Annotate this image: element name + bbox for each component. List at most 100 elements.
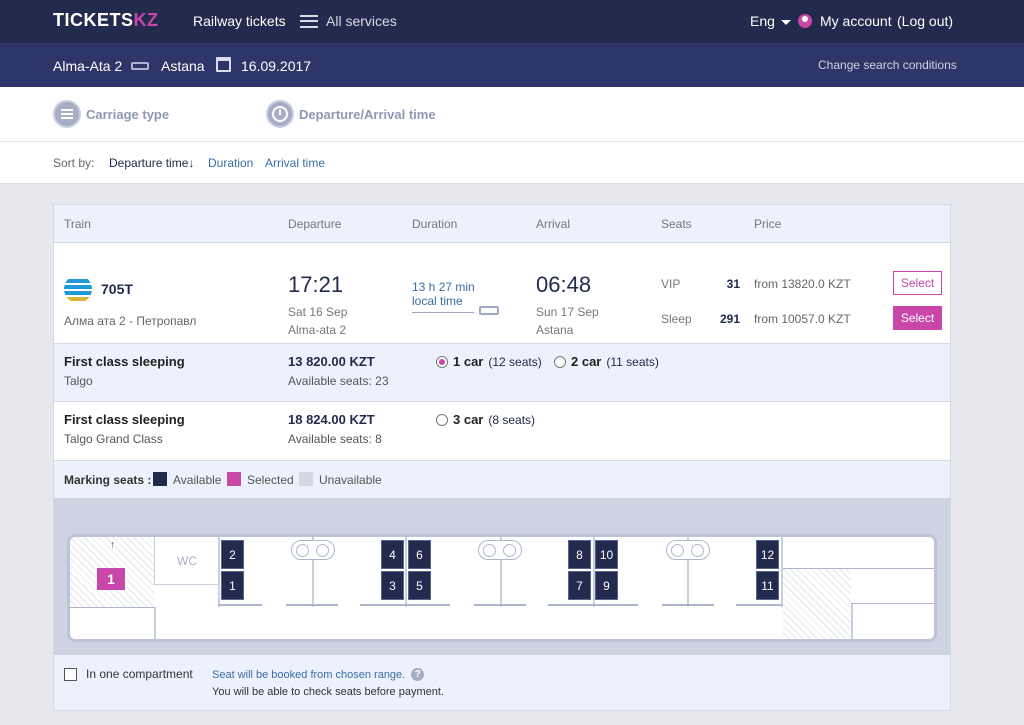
seat[interactable]: 8 bbox=[568, 540, 591, 569]
table-header: Train Departure Duration Arrival Seats P… bbox=[54, 205, 950, 243]
class-vip-count: 31 bbox=[726, 277, 740, 291]
arrival-date: Sun 17 Sep bbox=[536, 305, 599, 319]
car-2-label: 2 car bbox=[571, 354, 602, 369]
logout-link[interactable]: (Log out) bbox=[897, 13, 954, 29]
sort-departure-time[interactable]: Departure time↓ bbox=[109, 156, 195, 170]
nav-railway-tickets[interactable]: Railway tickets bbox=[193, 13, 286, 29]
booking-options: In one compartment Seat will be booked f… bbox=[54, 655, 950, 710]
sort-arrival-time[interactable]: Arrival time bbox=[265, 156, 326, 170]
clock-icon bbox=[266, 100, 294, 128]
legend-available: Available bbox=[173, 473, 222, 487]
header-arrival: Arrival bbox=[536, 217, 571, 231]
car-2-radio[interactable]: 2 car (11 seats) bbox=[554, 354, 659, 369]
seat[interactable]: 1 bbox=[221, 571, 244, 600]
range-note: Seat will be booked from chosen range. ? bbox=[212, 668, 425, 681]
calendar-icon bbox=[216, 57, 231, 72]
class-sleep: Sleep bbox=[661, 312, 692, 326]
top-bar: TICKETSKZ Railway tickets All services E… bbox=[0, 0, 1024, 43]
seat[interactable]: 10 bbox=[595, 540, 618, 569]
departure-date: Sat 16 Sep bbox=[288, 305, 348, 319]
class-vip: VIP bbox=[661, 277, 681, 291]
train-number: 705T bbox=[101, 281, 133, 297]
user-icon bbox=[798, 14, 812, 28]
carriage-available: Available seats: 23 bbox=[288, 374, 389, 388]
train-icon bbox=[131, 62, 149, 70]
sort-label: Sort by: bbox=[53, 156, 95, 170]
class-sleep-price: from 10057.0 KZT bbox=[754, 312, 851, 326]
class-vip-price: from 13820.0 KZT bbox=[754, 277, 851, 291]
wall bbox=[474, 604, 526, 606]
header-duration: Duration bbox=[412, 217, 458, 231]
direction-arrow-icon: ↑ bbox=[110, 539, 116, 551]
seat[interactable]: 2 bbox=[221, 540, 244, 569]
duration-line bbox=[412, 312, 474, 313]
wc-label: WC bbox=[154, 537, 220, 585]
help-icon[interactable]: ? bbox=[411, 668, 425, 681]
wall bbox=[218, 537, 220, 607]
one-compartment-label[interactable]: In one compartment bbox=[86, 667, 193, 681]
radio-icon bbox=[554, 355, 566, 368]
wall bbox=[405, 537, 407, 607]
logo[interactable]: TICKETSKZ bbox=[53, 10, 159, 30]
my-account-label: My account bbox=[820, 13, 892, 29]
filter-bar: Carriage type Departure/Arrival time bbox=[0, 87, 1024, 142]
carriage-subtitle: Talgo bbox=[64, 374, 93, 388]
car-3-radio[interactable]: 3 car (8 seats) bbox=[436, 412, 535, 427]
departure-station: Alma-ata 2 bbox=[288, 323, 347, 337]
seat[interactable]: 5 bbox=[408, 571, 431, 600]
nav-all-services[interactable]: All services bbox=[300, 13, 397, 29]
seat[interactable]: 3 bbox=[381, 571, 404, 600]
wall bbox=[548, 604, 638, 606]
my-account-link[interactable]: My account bbox=[798, 13, 892, 29]
seat[interactable]: 9 bbox=[595, 571, 618, 600]
arrival-station: Astana bbox=[536, 323, 574, 337]
car-number-badge: 1 bbox=[97, 568, 125, 590]
select-sleep-button[interactable]: Select bbox=[893, 306, 942, 330]
route-date: 16.09.2017 bbox=[241, 58, 312, 74]
list-icon bbox=[53, 100, 81, 128]
car-1-radio[interactable]: 1 car (12 seats) bbox=[436, 354, 542, 369]
seat[interactable]: 12 bbox=[756, 540, 779, 569]
seat[interactable]: 6 bbox=[408, 540, 431, 569]
wall bbox=[218, 604, 262, 606]
table-icon bbox=[291, 540, 335, 560]
seat[interactable]: 4 bbox=[381, 540, 404, 569]
filter-time[interactable]: Departure/Arrival time bbox=[266, 100, 436, 128]
filter-carriage-type-label: Carriage type bbox=[86, 106, 170, 122]
seat[interactable]: 7 bbox=[568, 571, 591, 600]
seat[interactable]: 11 bbox=[756, 571, 779, 600]
wall bbox=[736, 604, 782, 606]
nav-all-services-label: All services bbox=[326, 13, 397, 29]
route-from: Alma-Ata 2 bbox=[53, 58, 123, 74]
duration-note: local time bbox=[412, 294, 463, 308]
departure-time: 17:21 bbox=[288, 272, 344, 297]
wall bbox=[783, 568, 934, 569]
header-seats: Seats bbox=[661, 217, 692, 231]
language-select[interactable]: Eng bbox=[750, 13, 791, 29]
carriage-diagram: ↑ 1 WC 2 1 4 bbox=[67, 534, 937, 642]
train-route: Алма ата 2 - Петропавл bbox=[64, 314, 197, 328]
legend-unavailable: Unavailable bbox=[319, 473, 382, 487]
legend-unavailable-swatch bbox=[299, 472, 313, 486]
wall bbox=[662, 604, 714, 606]
header-departure: Departure bbox=[288, 217, 342, 231]
one-compartment-checkbox[interactable] bbox=[64, 668, 77, 681]
payment-note: You will be able to check seats before p… bbox=[212, 686, 444, 698]
wall bbox=[593, 537, 595, 607]
radio-selected-icon bbox=[436, 355, 448, 368]
carriage-option-row: First class sleeping Talgo Grand Class 1… bbox=[54, 401, 950, 459]
wall bbox=[70, 607, 154, 608]
sort-duration[interactable]: Duration bbox=[208, 156, 254, 170]
wall bbox=[781, 537, 783, 607]
legend-selected-swatch bbox=[227, 472, 241, 486]
header-train: Train bbox=[64, 217, 91, 231]
sort-bar: Sort by: Departure time↓ Duration Arriva… bbox=[0, 142, 1024, 184]
change-search-link[interactable]: Change search conditions bbox=[818, 58, 957, 72]
select-vip-button[interactable]: Select bbox=[893, 271, 942, 295]
carriage-price: 18 824.00 KZT bbox=[288, 412, 375, 427]
wall bbox=[851, 603, 934, 604]
seat-legend: Marking seats : Available Selected Unava… bbox=[54, 460, 950, 498]
filter-carriage-type[interactable]: Carriage type bbox=[53, 100, 169, 128]
train-icon bbox=[479, 306, 499, 315]
wall bbox=[154, 607, 156, 639]
